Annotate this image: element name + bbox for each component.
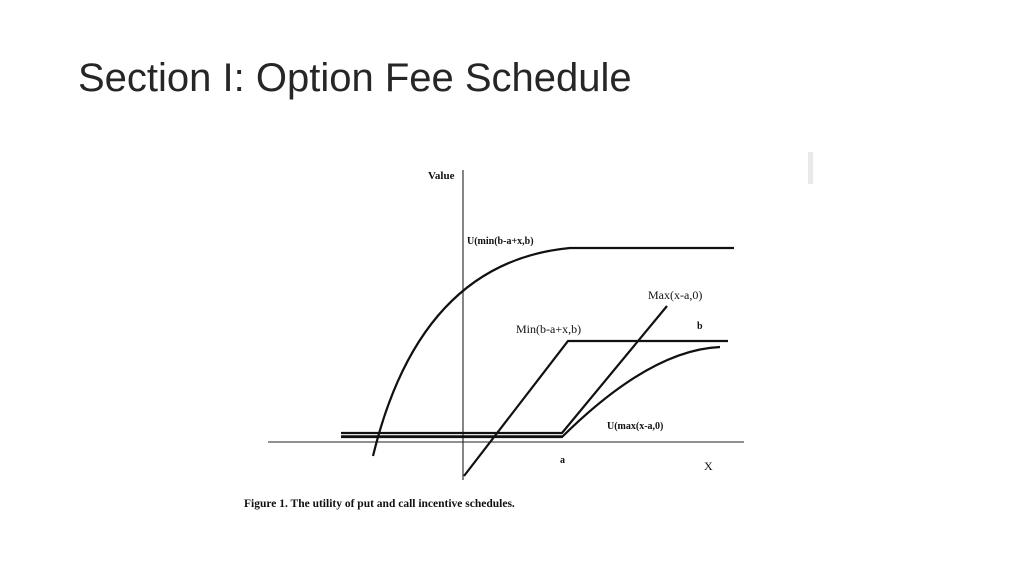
min-payoff-curve xyxy=(463,339,728,477)
tick-a-label: a xyxy=(560,455,565,466)
utility-max-label: U(max(x-a,0) xyxy=(607,421,663,432)
slide-title: Section I: Option Fee Schedule xyxy=(78,56,632,100)
y-axis-label: Value xyxy=(428,170,455,182)
figure-caption: Figure 1. The utility of put and call in… xyxy=(244,498,515,510)
min-payoff-label: Min(b-a+x,b) xyxy=(516,322,581,336)
max-payoff-curve xyxy=(341,305,668,435)
utility-min-label: U(min(b-a+x,b) xyxy=(467,236,534,247)
max-payoff-label: Max(x-a,0) xyxy=(648,288,702,302)
b-label: b xyxy=(697,321,703,332)
utility-max-curve xyxy=(341,345,721,439)
utility-min-curve xyxy=(371,246,734,457)
x-axis-label: X xyxy=(704,459,713,473)
scan-artifact xyxy=(808,152,813,184)
